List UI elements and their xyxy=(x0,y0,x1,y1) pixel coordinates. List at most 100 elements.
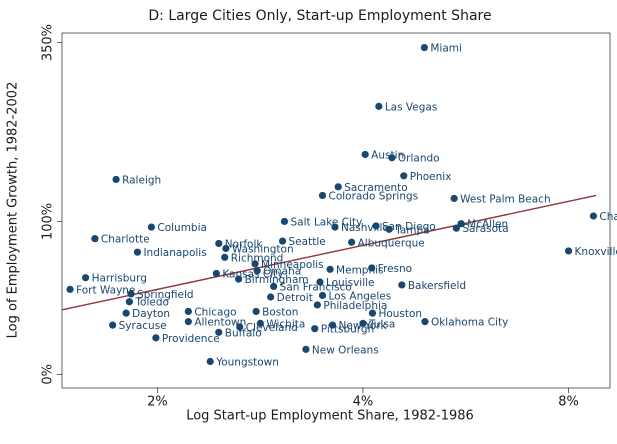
point-label: Dayton xyxy=(132,308,170,320)
x-tick-label: 4% xyxy=(353,395,374,410)
point-label: Bakersfield xyxy=(408,280,466,292)
point xyxy=(221,253,229,261)
point xyxy=(253,267,261,275)
point xyxy=(450,194,458,203)
point xyxy=(91,235,99,243)
point xyxy=(313,301,321,309)
point xyxy=(256,319,264,327)
point-label: Cleveland xyxy=(246,322,298,334)
point-label: Richmond xyxy=(231,252,284,264)
point xyxy=(270,282,278,290)
point-label: Buffalo xyxy=(225,327,262,339)
point xyxy=(400,172,408,180)
point xyxy=(368,309,377,317)
point-label: Salt Lake City xyxy=(290,216,362,228)
point-label: Houston xyxy=(378,308,422,320)
point-label: Knoxville xyxy=(575,246,617,258)
point xyxy=(564,247,573,255)
point-label: Harrisburg xyxy=(92,273,147,285)
point xyxy=(398,281,406,289)
point xyxy=(184,318,192,326)
point-label: Tulsa xyxy=(368,318,395,330)
point xyxy=(252,307,260,316)
point-label: Austin xyxy=(371,149,404,161)
chart-title: D: Large Cities Only, Start-up Employmen… xyxy=(148,8,491,24)
point xyxy=(318,191,327,200)
point-label: Springfield xyxy=(137,289,194,301)
point-label: Wichita xyxy=(266,318,305,330)
point-label: Birmingham xyxy=(245,274,309,286)
point xyxy=(147,223,155,231)
point xyxy=(215,328,223,336)
point-label: San Diego xyxy=(382,221,436,233)
point xyxy=(361,150,369,159)
point xyxy=(127,290,135,298)
point xyxy=(280,217,289,226)
point xyxy=(457,220,465,228)
point xyxy=(267,293,275,301)
point xyxy=(66,285,74,293)
point xyxy=(236,323,244,331)
point xyxy=(278,237,287,245)
point xyxy=(372,222,380,230)
point xyxy=(420,43,428,52)
point xyxy=(359,319,367,327)
point-label: Los Angeles xyxy=(329,290,392,302)
point xyxy=(326,265,334,273)
point-label: Toledo xyxy=(134,297,169,309)
point-label: Memphis xyxy=(336,264,383,276)
point xyxy=(81,274,90,282)
point xyxy=(234,275,243,283)
point-label: Omaha xyxy=(263,266,301,278)
x-axis-title: Log Start-up Employment Share, 1982-1986 xyxy=(186,409,474,424)
point xyxy=(331,223,339,231)
point-label: New Orleans xyxy=(312,344,379,356)
point-label: Charlotte xyxy=(101,234,150,246)
point-label: Oklahoma City xyxy=(431,317,508,329)
point-label: Fresno xyxy=(378,263,412,275)
point xyxy=(133,248,142,256)
point xyxy=(251,260,259,268)
point xyxy=(385,225,393,233)
point-label: West Palm Beach xyxy=(460,193,550,205)
point-label: Charleston xyxy=(599,211,617,223)
point-label: Colorado Springs xyxy=(329,190,419,202)
point xyxy=(184,307,192,316)
point-label: Norfolk xyxy=(225,238,264,250)
y-tick-label: 100% xyxy=(41,203,56,240)
point-label: Las Vegas xyxy=(385,101,438,113)
point xyxy=(316,278,324,286)
point xyxy=(112,175,120,184)
point xyxy=(318,291,327,300)
point xyxy=(212,269,220,278)
fit-line xyxy=(61,194,597,311)
point-label: Miami xyxy=(430,43,462,55)
point-label: Boston xyxy=(262,306,298,318)
point xyxy=(368,264,376,272)
point xyxy=(311,325,319,333)
point-label: Phoenix xyxy=(410,171,452,183)
point-label: Washington xyxy=(232,243,294,255)
point xyxy=(334,183,342,191)
x-tick-label: 2% xyxy=(147,395,168,410)
point xyxy=(375,102,383,110)
point-label: Allentown xyxy=(194,317,246,329)
point xyxy=(215,239,223,248)
point xyxy=(388,154,396,162)
point-label: Tampa xyxy=(394,224,429,236)
plot-frame xyxy=(61,32,611,389)
point-label: Indianapolis xyxy=(143,247,206,259)
point xyxy=(421,318,429,326)
point xyxy=(125,298,134,306)
point-label: Sarasota xyxy=(462,223,508,235)
point-label: Sacramento xyxy=(344,182,408,194)
point xyxy=(348,238,356,246)
point-label: San Francisco xyxy=(280,281,352,293)
point xyxy=(152,334,160,342)
point-label: Youngstown xyxy=(215,356,279,368)
point xyxy=(206,357,214,366)
point xyxy=(452,224,460,232)
point-label: Columbia xyxy=(157,222,207,234)
point xyxy=(302,345,310,353)
